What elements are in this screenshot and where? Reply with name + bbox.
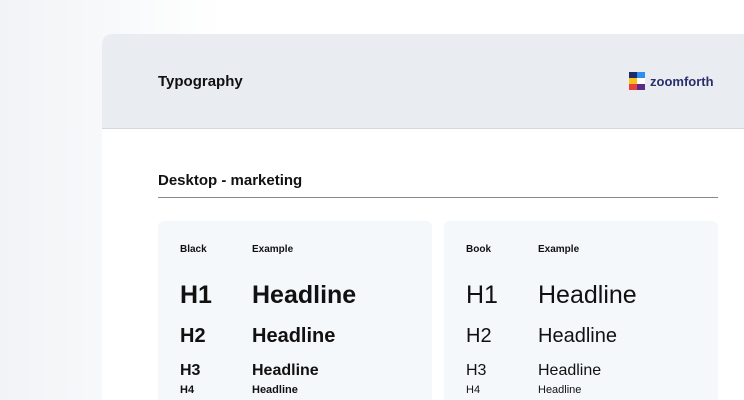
tag: H3 [180, 362, 201, 379]
section-divider [158, 197, 718, 198]
sample: Headline [252, 384, 298, 396]
sample: Headline [538, 325, 617, 347]
example-header: Example [538, 244, 580, 255]
page-title: Typography [158, 73, 243, 90]
section-title: Desktop - marketing [158, 172, 303, 189]
tag: H1 [180, 281, 212, 309]
example-header: Example [252, 244, 294, 255]
brand-logo: zoomforth [629, 72, 714, 90]
panel-black: Black Example H1 Headline H2 Headline H3 He… [158, 221, 432, 400]
tag: H4 [180, 384, 195, 396]
logo-block [637, 78, 645, 84]
weight-header: Black [180, 244, 207, 255]
sample: Headline [538, 362, 602, 379]
sample: Headline [252, 325, 336, 347]
logo-block [629, 78, 637, 84]
weight-header: Book [466, 244, 491, 255]
tag: H3 [466, 362, 487, 379]
logo-block [629, 72, 637, 78]
tag: H2 [466, 325, 492, 347]
typography-card: Typography zoomforth Desktop - marketing… [102, 34, 744, 400]
logo-block [629, 84, 637, 90]
logo-mark-icon [629, 72, 645, 90]
tag: H2 [180, 325, 206, 347]
tag: H1 [466, 281, 498, 309]
logo-block [637, 72, 645, 78]
sample: Headline [538, 384, 582, 396]
sample: Headline [538, 281, 637, 309]
panel-book: Book Example H1 Headline H2 Headline H3 Hea… [444, 221, 718, 400]
brand-name: zoomforth [650, 73, 714, 89]
card-header: Typography zoomforth [102, 34, 744, 129]
tag: H4 [466, 384, 481, 396]
logo-block [637, 84, 645, 90]
sample: Headline [252, 362, 319, 379]
sample: Headline [252, 281, 357, 309]
